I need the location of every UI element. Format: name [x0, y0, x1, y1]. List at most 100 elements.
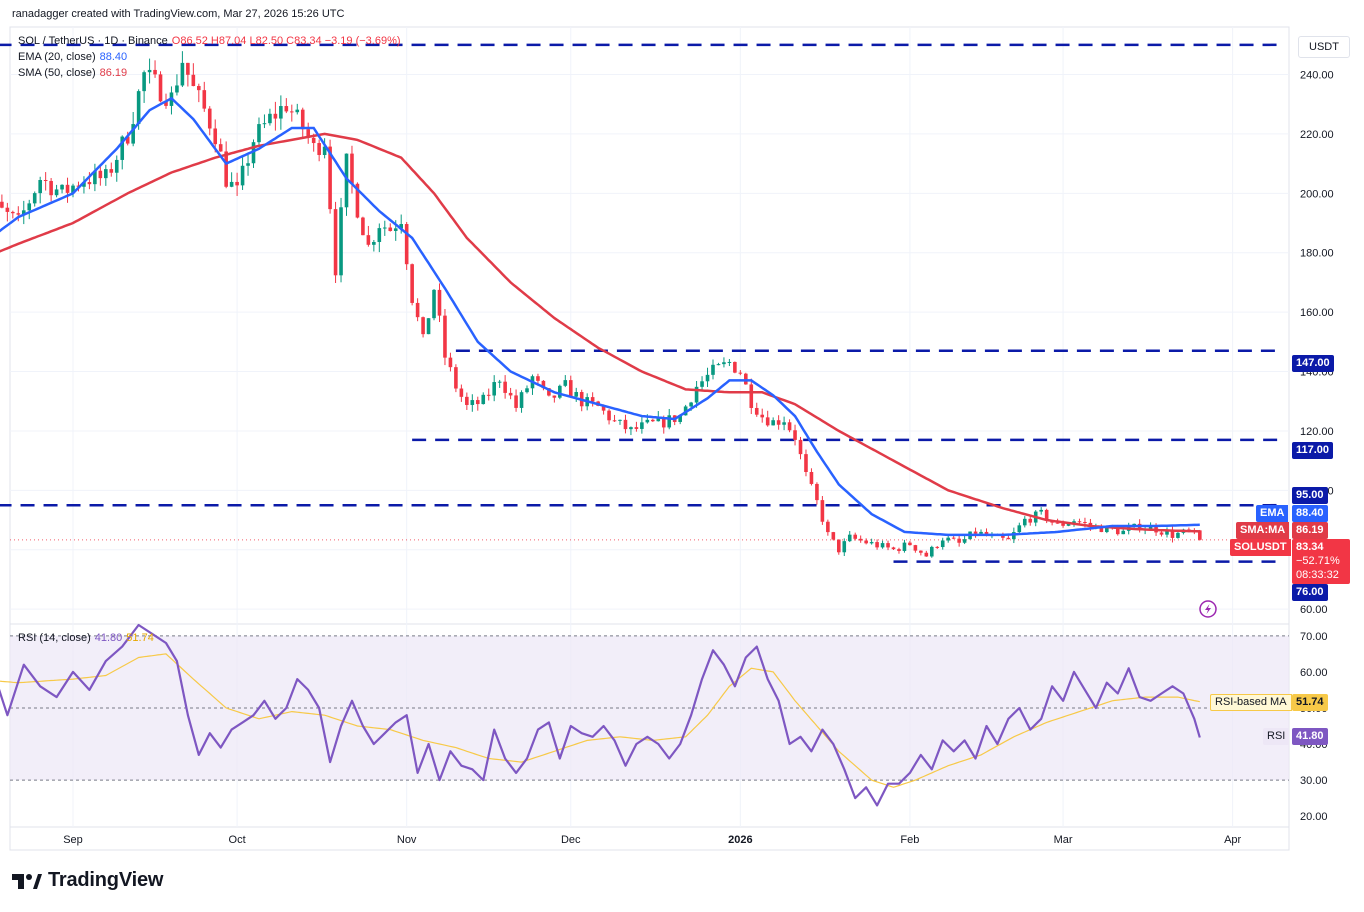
candle-body[interactable] — [382, 227, 387, 229]
candle-body[interactable] — [38, 180, 42, 194]
candle-body[interactable] — [902, 542, 907, 551]
ema-legend-label[interactable]: EMA (20, close) — [18, 51, 96, 63]
candle-body[interactable] — [612, 420, 617, 422]
candle-body[interactable] — [93, 170, 97, 185]
candle-body[interactable] — [733, 361, 737, 373]
candle-body[interactable] — [268, 113, 272, 124]
candle-body[interactable] — [257, 124, 261, 143]
candle-body[interactable] — [574, 392, 579, 397]
candle-body[interactable] — [322, 146, 327, 155]
candle-body[interactable] — [492, 382, 496, 396]
tradingview-logo[interactable]: TradingView — [12, 869, 163, 892]
candle-body[interactable] — [820, 500, 825, 522]
candle-body[interactable] — [568, 380, 573, 397]
candle-body[interactable] — [858, 538, 863, 541]
candle-body[interactable] — [470, 400, 475, 405]
candle-body[interactable] — [273, 113, 278, 119]
candle-body[interactable] — [218, 144, 223, 152]
candle-body[interactable] — [541, 380, 546, 389]
candle-body[interactable] — [104, 169, 108, 179]
candle-body[interactable] — [404, 224, 409, 265]
candle-body[interactable] — [207, 108, 212, 129]
candle-body[interactable] — [760, 414, 765, 418]
candle-body[interactable] — [590, 397, 595, 402]
candle-body[interactable] — [891, 547, 896, 550]
candle-body[interactable] — [426, 318, 431, 335]
currency-button[interactable]: USDT — [1298, 36, 1350, 58]
candle-body[interactable] — [344, 153, 349, 208]
candle-body[interactable] — [667, 415, 672, 428]
candle-body[interactable] — [973, 531, 978, 534]
candle-body[interactable] — [929, 546, 934, 557]
candle-body[interactable] — [1022, 518, 1027, 526]
candle-body[interactable] — [16, 213, 21, 215]
candle-body[interactable] — [951, 537, 956, 539]
candle-body[interactable] — [5, 207, 10, 212]
sma-legend-label[interactable]: SMA (50, close) — [18, 67, 96, 79]
candle-body[interactable] — [607, 410, 611, 421]
candle-body[interactable] — [120, 136, 125, 160]
candle-body[interactable] — [399, 224, 403, 229]
candle-body[interactable] — [804, 454, 808, 473]
candle-body[interactable] — [377, 228, 382, 242]
candle-body[interactable] — [875, 542, 879, 548]
candle-body[interactable] — [563, 380, 568, 386]
candle-body[interactable] — [131, 124, 135, 144]
candle-body[interactable] — [71, 185, 75, 193]
candle-body[interactable] — [393, 228, 398, 231]
candle-body[interactable] — [213, 128, 218, 145]
candle-body[interactable] — [481, 394, 486, 405]
alert-lightning-icon[interactable] — [1199, 600, 1217, 618]
candle-body[interactable] — [618, 419, 622, 421]
candle-body[interactable] — [290, 111, 294, 113]
candle-body[interactable] — [136, 91, 141, 125]
symbol-name[interactable]: SOL / TetherUS · 1D · Binance — [18, 35, 168, 47]
candle-body[interactable] — [1115, 528, 1120, 535]
candle-body[interactable] — [235, 181, 239, 186]
candle-body[interactable] — [1198, 530, 1202, 540]
candle-body[interactable] — [147, 69, 152, 73]
candle-body[interactable] — [815, 483, 819, 501]
candle-body[interactable] — [333, 209, 338, 276]
candle-body[interactable] — [1066, 523, 1071, 526]
candle-body[interactable] — [957, 538, 961, 543]
candle-body[interactable] — [908, 542, 912, 546]
candle-body[interactable] — [519, 392, 524, 408]
candle-body[interactable] — [547, 388, 551, 396]
candle-body[interactable] — [54, 189, 59, 196]
candle-body[interactable] — [328, 146, 332, 210]
candle-body[interactable] — [350, 153, 354, 184]
candle-body[interactable] — [164, 101, 168, 106]
candle-body[interactable] — [355, 183, 360, 218]
candle-body[interactable] — [1159, 532, 1164, 535]
candle-body[interactable] — [279, 106, 283, 119]
candle-body[interactable] — [465, 396, 469, 405]
candle-body[interactable] — [1176, 532, 1180, 538]
candle-body[interactable] — [43, 180, 48, 182]
candle-body[interactable] — [705, 374, 710, 382]
candle-body[interactable] — [109, 169, 114, 173]
candle-body[interactable] — [847, 534, 852, 542]
candle-body[interactable] — [311, 137, 316, 144]
candle-body[interactable] — [197, 86, 201, 91]
candle-body[interactable] — [475, 400, 480, 405]
candle-body[interactable] — [853, 534, 858, 539]
candle-body[interactable] — [946, 537, 950, 541]
candle-body[interactable] — [514, 395, 518, 408]
candle-body[interactable] — [558, 385, 562, 398]
candle-body[interactable] — [432, 289, 436, 319]
candle-body[interactable] — [869, 542, 874, 544]
candle-body[interactable] — [49, 180, 53, 196]
candle-body[interactable] — [1017, 525, 1022, 533]
candle-body[interactable] — [536, 376, 540, 381]
candle-body[interactable] — [415, 302, 420, 318]
candle-body[interactable] — [1001, 534, 1005, 538]
candle-body[interactable] — [765, 417, 770, 426]
candle-body[interactable] — [503, 381, 507, 393]
candle-body[interactable] — [793, 430, 797, 440]
candle-body[interactable] — [32, 193, 37, 204]
candle-body[interactable] — [366, 235, 371, 245]
candle-body[interactable] — [153, 69, 157, 75]
candle-body[interactable] — [525, 388, 529, 393]
candle-body[interactable] — [21, 210, 26, 215]
